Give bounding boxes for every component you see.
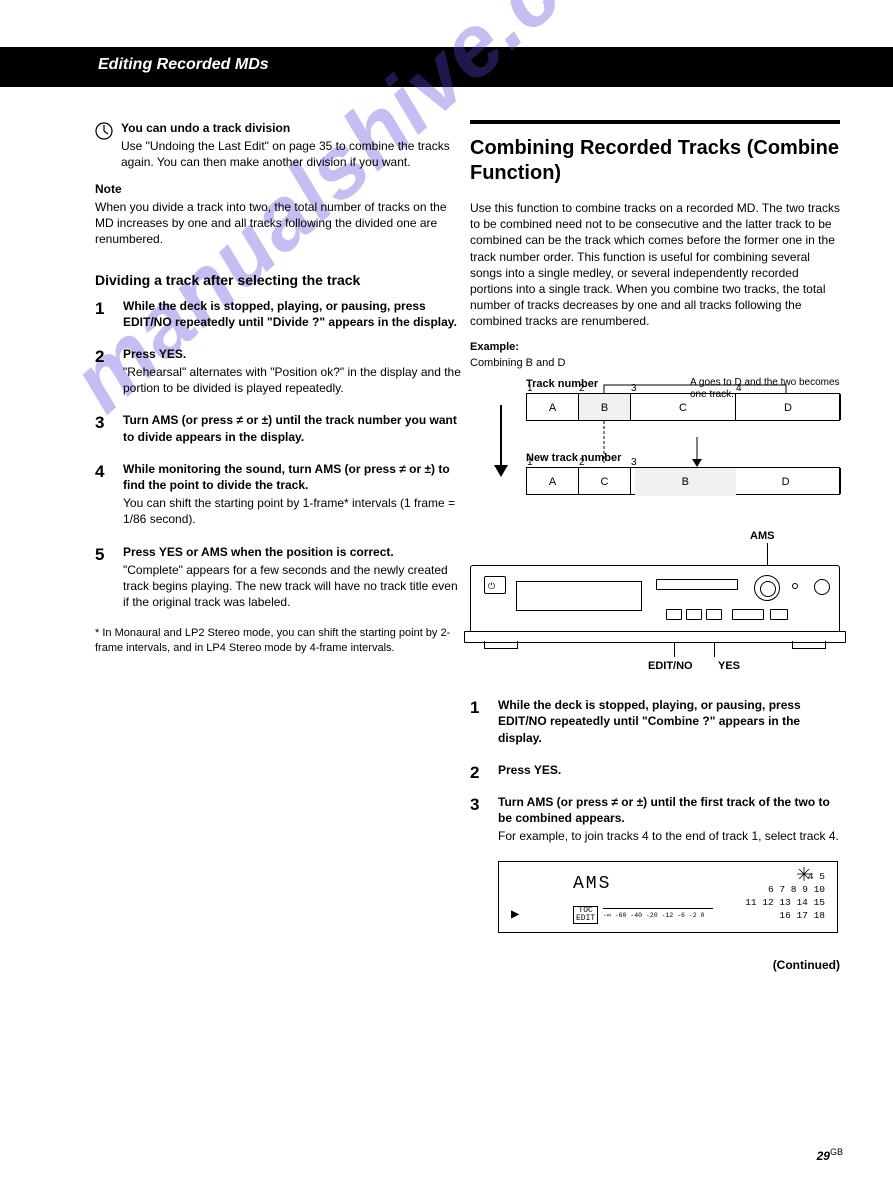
lcd-cal-row: 16 17 18 [745,909,825,922]
continued-label: (Continued) [470,957,840,973]
lcd-cal-row: 6 7 8 9 10 [745,883,825,896]
tip-title: You can undo a track division [121,120,465,136]
device-label-ams: AMS [750,529,774,544]
device-label-yes: YES [718,659,740,674]
step: 1 While the deck is stopped, playing, or… [470,697,840,746]
tip-body: Use "Undoing the Last Edit" on page 35 t… [121,138,465,170]
frame-note: * In Monaural and LP2 Stereo mode, you c… [95,626,465,656]
step-text: While the deck is stopped, playing, or p… [498,698,801,744]
num: 2 [579,456,585,470]
power-button-icon: ⏻ [484,576,506,594]
step-number: 3 [470,794,479,817]
device-button-icon [770,609,788,620]
step: 3 Turn AMS (or press ≠ or ±) until the t… [95,412,465,444]
step-text: Press YES or AMS when the position is co… [123,545,394,559]
device-illustration: AMS EDIT/NO YES ⏻ [470,529,840,679]
diagram-row2-label: New track number [526,451,621,466]
left-steps: 1 While the deck is stopped, playing, or… [95,298,465,611]
step-text: While the deck is stopped, playing, or p… [123,299,457,329]
lcd-calendar: 4 5 6 7 8 9 10 11 12 13 14 15 16 17 18 [745,870,825,923]
device-label-editno: EDIT/NO [648,659,693,674]
step-number: 2 [470,762,479,785]
step-text: Press YES. [498,763,561,777]
step-sub: You can shift the starting point by 1-fr… [123,495,465,527]
num: 3 [631,456,637,470]
step-text: Turn AMS (or press ≠ or ±) until the tra… [123,413,457,443]
cell: C [579,468,631,494]
section-rule [470,120,840,124]
right-heading: Combining Recorded Tracks (Combine Funct… [470,136,840,186]
device-foot [484,641,518,649]
right-intro: Use this function to combine tracks on a… [470,200,840,330]
down-arrow-icon [500,405,502,475]
page-number-value: 29 [817,1149,830,1163]
device-foot [792,641,826,649]
note-label: Note [95,181,465,197]
lcd-panel: AMS ▶ TOCEDIT -∞ -60 -40 -20 -12 -6 -2 0… [498,861,838,933]
step-number: 1 [470,697,479,720]
header-category: Editing Recorded MDs [98,56,269,74]
diagram-row1-label: Track number [526,377,598,392]
disc-slot-icon [656,579,738,590]
step-text: Press YES. [123,347,186,361]
step: 2 Press YES. "Rehearsal" alternates with… [95,346,465,397]
page-number: 29GB [817,1147,843,1163]
right-steps: 1 While the deck is stopped, playing, or… [470,697,840,844]
cell-part: D [736,468,836,496]
step-number: 3 [95,412,104,435]
step: 5 Press YES or AMS when the position is … [95,544,465,611]
step-sub: "Rehearsal" alternates with "Position ok… [123,364,465,396]
cell: BD [631,468,841,494]
tip-icon [95,122,113,144]
left-column: You can undo a track division Use "Undoi… [95,120,465,666]
device-button-icon [666,609,682,620]
diagram-row2: A C BD 1 2 3 [526,467,840,495]
cell-part: B [635,468,735,496]
lcd-scale-text: -∞ -60 -40 -20 -12 -6 -2 0 [603,912,713,921]
num: 1 [527,456,533,470]
left-subheading: Dividing a track after selecting the tra… [95,271,465,289]
step-number: 5 [95,544,104,567]
example-caption: Combining B and D [470,356,840,371]
flash-star-icon [794,867,814,881]
step: 3 Turn AMS (or press ≠ or ±) until the f… [470,794,840,845]
step: 4 While monitoring the sound, turn AMS (… [95,461,465,528]
device-button-icon [732,609,764,620]
note-body: When you divide a track into two, the to… [95,199,465,248]
device-base [464,631,846,643]
cell: A [527,468,579,494]
device-button-icon [706,609,722,620]
tip-block: You can undo a track division Use "Undoi… [95,120,465,171]
ams-knob-icon [754,575,780,601]
step-text: While monitoring the sound, turn AMS (or… [123,462,450,492]
step-number: 2 [95,346,104,369]
track-diagram: Track number A B C D 1 2 3 4 A goes to D… [470,377,840,517]
right-column: Combining Recorded Tracks (Combine Funct… [470,120,840,983]
step: 2 Press YES. [470,762,840,778]
step: 1 While the deck is stopped, playing, or… [95,298,465,330]
lcd-main: AMS [573,872,611,896]
device-button-icon [686,609,702,620]
lcd-toc: TOCEDIT [573,906,598,924]
lcd-scale: -∞ -60 -40 -20 -12 -6 -2 0 [603,904,713,922]
step-text: Turn AMS (or press ≠ or ±) until the fir… [498,795,830,825]
lcd-cal-row: 11 12 13 14 15 [745,896,825,909]
page-lang: GB [830,1147,843,1157]
play-icon: ▶ [511,906,519,925]
device-display [516,581,642,611]
step-number: 1 [95,298,104,321]
example-label: Example: [470,340,840,355]
step-sub: "Complete" appears for a few seconds and… [123,562,465,611]
step-number: 4 [95,461,104,484]
step-sub: For example, to join tracks 4 to the end… [498,828,840,844]
